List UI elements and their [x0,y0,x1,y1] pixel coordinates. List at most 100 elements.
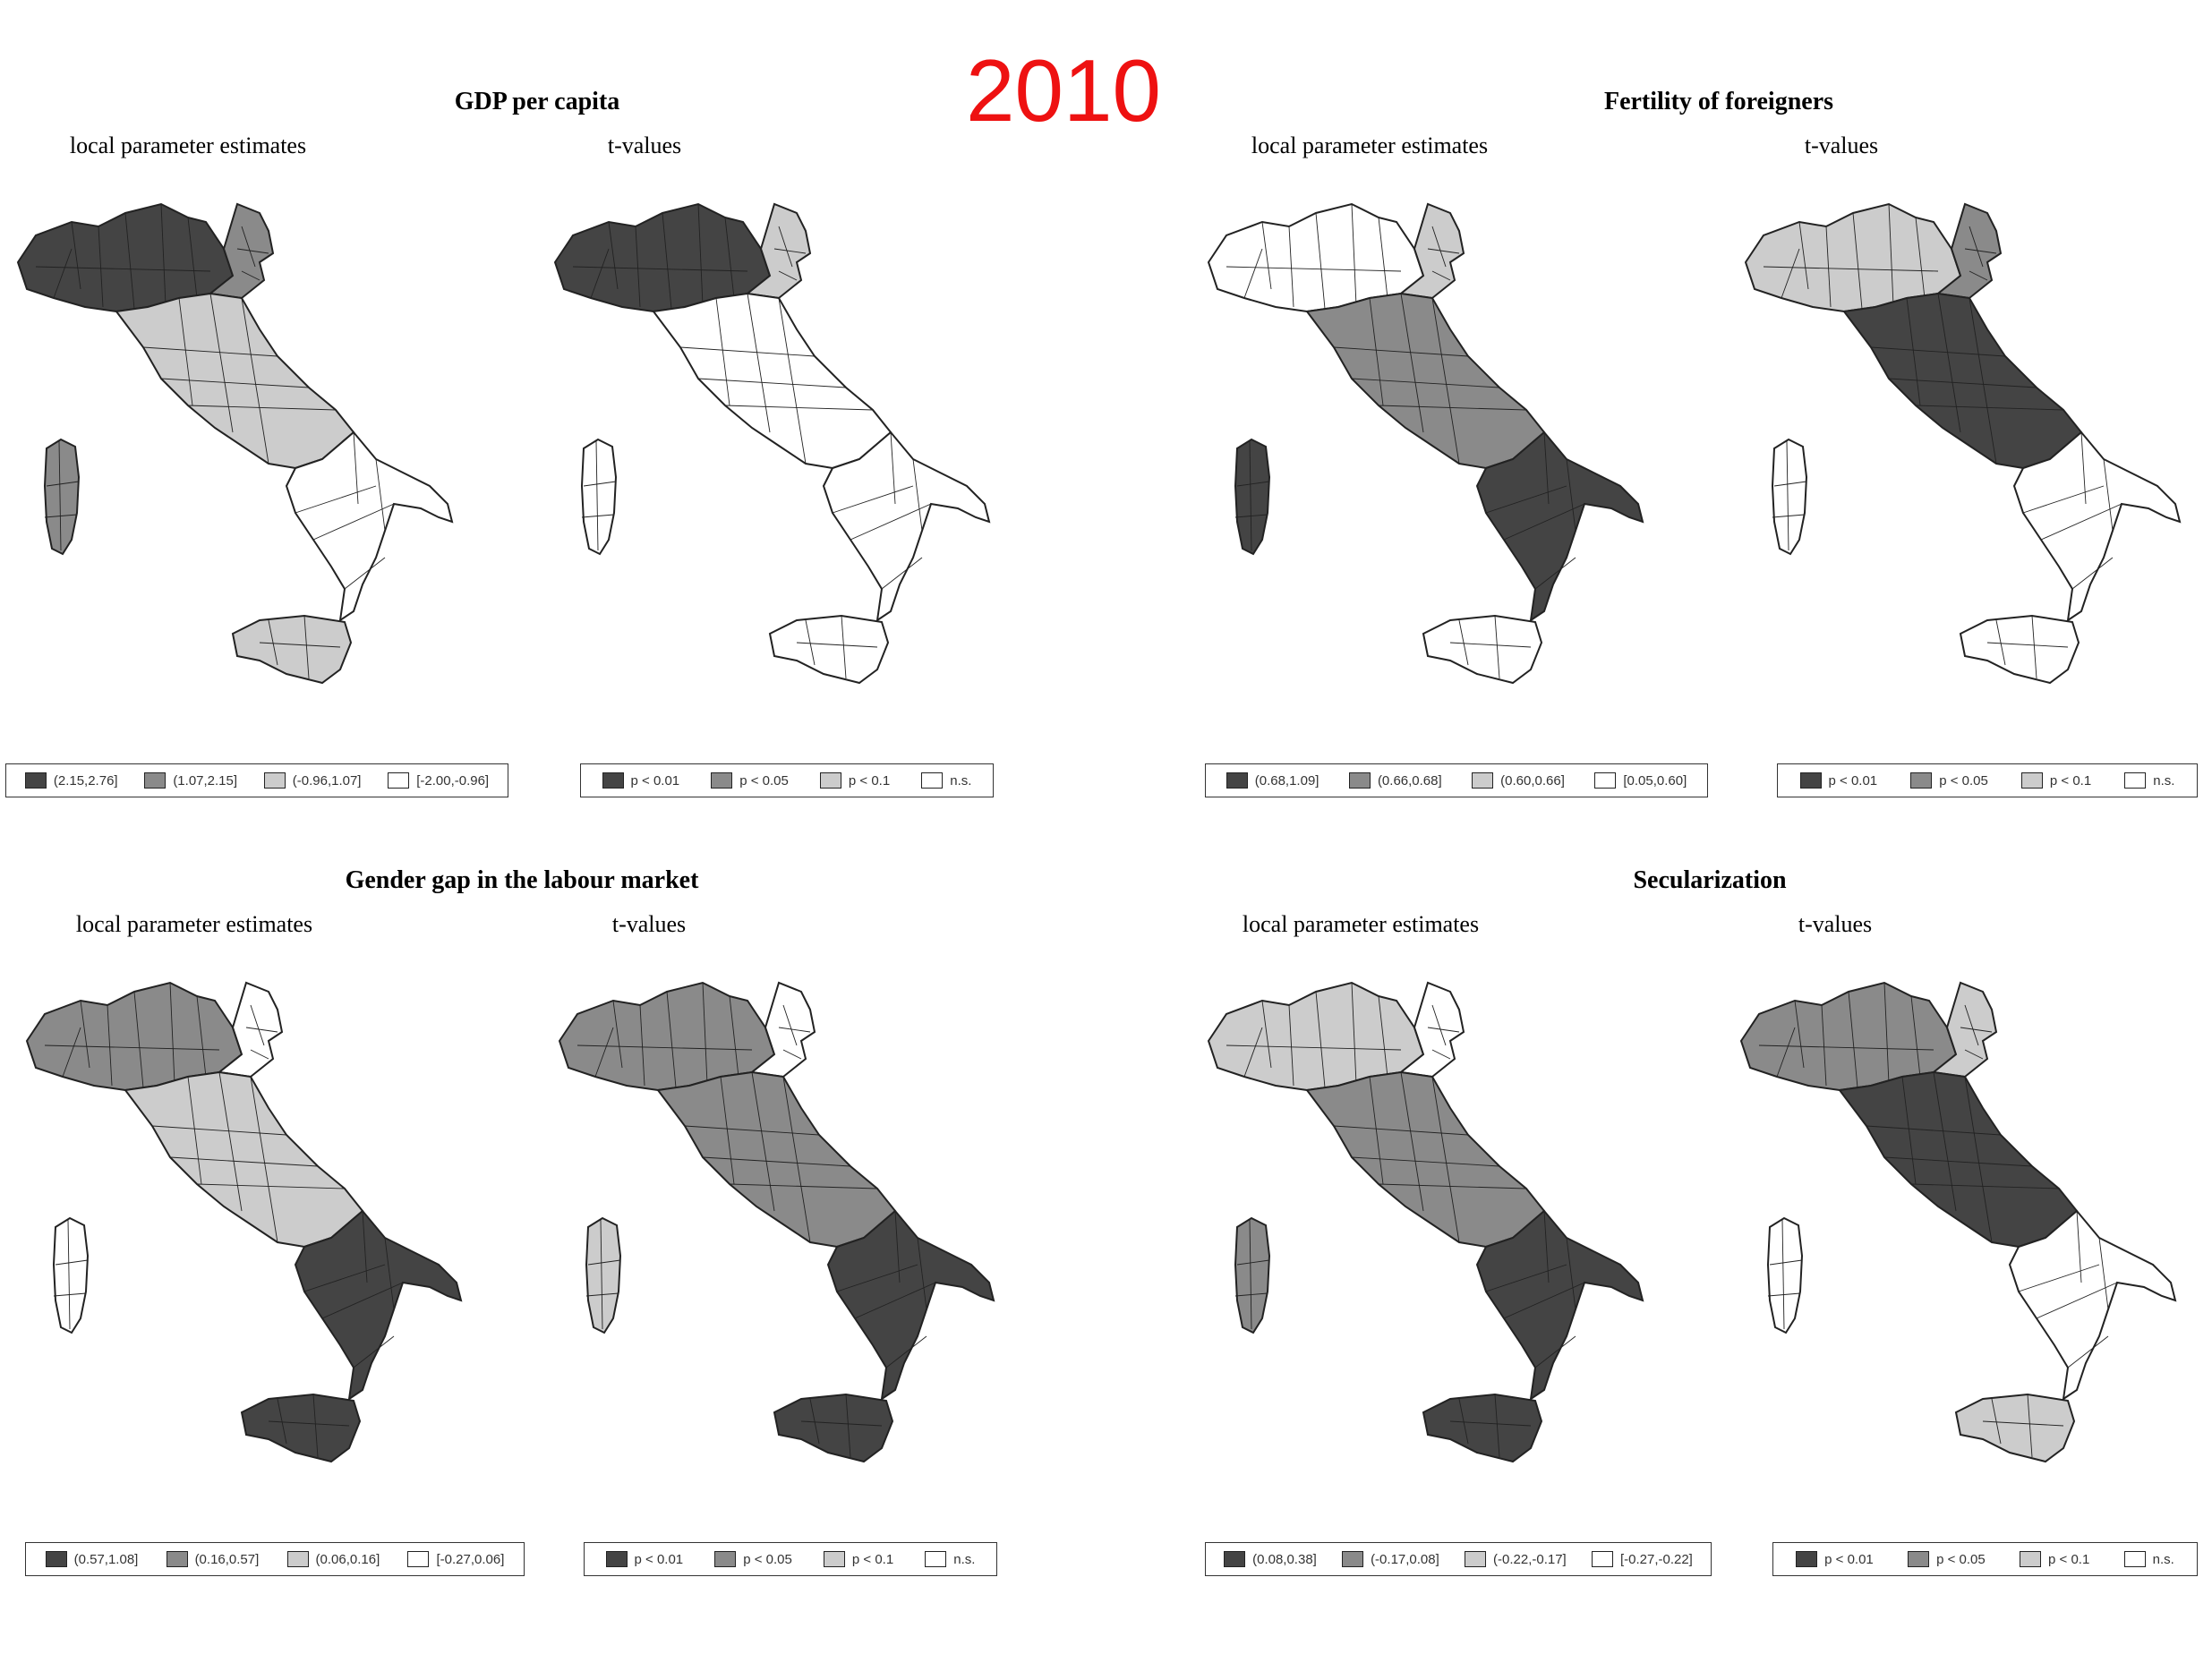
panel-title: GDP per capita [454,88,620,115]
province-border [1901,1076,1917,1185]
province-border [1964,248,1997,254]
province-border [375,458,386,532]
province-border [1351,1156,1500,1167]
province-border [583,481,617,487]
province-border [697,378,847,388]
legend-item: [-0.27,-0.22] [1591,1551,1693,1567]
province-border [881,557,923,590]
province-border [1910,1183,2060,1189]
region-sicily [1954,1393,2076,1463]
province-border [1400,1071,1424,1212]
province-border [44,514,78,518]
province-border [1995,619,2006,666]
legend-item: (0.16,0.57] [166,1551,259,1567]
province-border [1769,1259,1803,1266]
region-center [124,1070,364,1249]
province-border [53,1292,87,1297]
province-border [782,1004,798,1046]
province-border [1821,1004,1827,1087]
province-border [917,1237,927,1310]
province-border [2027,1394,2033,1458]
province-border [572,266,748,272]
legend-swatch [1342,1551,1364,1567]
panel-gdp-per-capita: GDP per capita local parameter estimates… [0,88,1164,875]
region-sardinia [52,1216,90,1334]
year-label: 2010 [965,41,1161,140]
province-border [98,226,104,308]
province-border [1534,1335,1576,1368]
province-border [1776,1027,1796,1078]
legend-label: (-0.96,1.07] [292,772,362,789]
legend-label: p < 0.05 [1939,772,1988,789]
province-border [268,619,278,666]
province-border [1494,615,1500,679]
province-border [1910,995,1921,1078]
province-border [679,346,816,357]
legend-label: p < 0.1 [851,1551,894,1567]
province-border [1763,266,1939,272]
italy-map [1207,981,1644,1463]
legend-item: p < 0.1 [2020,772,2091,789]
province-border [836,1264,918,1292]
province-border [169,982,175,1085]
province-border [1969,297,1997,465]
legend-swatch [714,1551,737,1567]
province-border [600,1219,603,1330]
province-border [2067,1335,2109,1368]
legend-swatch [921,772,944,789]
legend-item: n.s. [925,1551,975,1567]
province-border [841,615,847,679]
province-border [250,1004,265,1046]
italy-map [1207,202,1644,685]
province-border [1378,405,1527,411]
legend-label: p < 0.1 [2048,1551,2090,1567]
province-border [1503,503,1585,541]
province-border [1781,1219,1785,1330]
province-border [845,1394,851,1458]
province-border [702,1156,851,1167]
province-border [720,1076,735,1185]
legend-label: n.s. [2152,1551,2174,1567]
legend-swatch [45,1551,67,1567]
province-border [1494,1394,1500,1458]
region-south [294,1209,463,1402]
province-border [2018,1264,2100,1292]
province-border [44,1044,220,1051]
region-northeast [1935,202,2003,300]
legend-item: p < 0.05 [711,772,789,789]
legend-item: p < 0.01 [602,772,679,789]
province-border [46,481,80,487]
province-border [209,293,234,433]
province-border [1915,217,1926,299]
region-sardinia [580,438,618,556]
legend-swatch [263,772,286,789]
province-border [312,1394,319,1458]
province-border [1848,991,1858,1088]
legend-item: n.s. [921,772,971,789]
province-border [1261,1000,1272,1069]
province-border [729,1183,878,1189]
legend-label: p < 0.05 [1936,1551,1986,1567]
legend-label: (2.15,2.76] [53,772,118,789]
province-border [250,1076,278,1243]
province-border [1798,221,1809,290]
province-border [1982,1420,2064,1427]
region-sardinia [1234,1216,1271,1334]
province-border [581,514,615,518]
province-border [1986,642,2069,648]
province-border [35,266,211,272]
province-border [1888,378,2037,388]
province-border [142,346,278,357]
legend-item: p < 0.05 [1908,1551,1986,1567]
legend-label: p < 0.05 [739,772,789,789]
province-border [1333,346,1469,357]
province-border [1866,1125,2002,1136]
legend-label: [-0.27,0.06] [436,1551,505,1567]
province-border [594,1027,614,1078]
province-border [1883,982,1890,1085]
province-border [1485,1264,1567,1292]
region-sardinia [1771,438,1808,556]
province-border [715,297,730,406]
province-border [2031,615,2037,679]
region-center [115,292,355,470]
